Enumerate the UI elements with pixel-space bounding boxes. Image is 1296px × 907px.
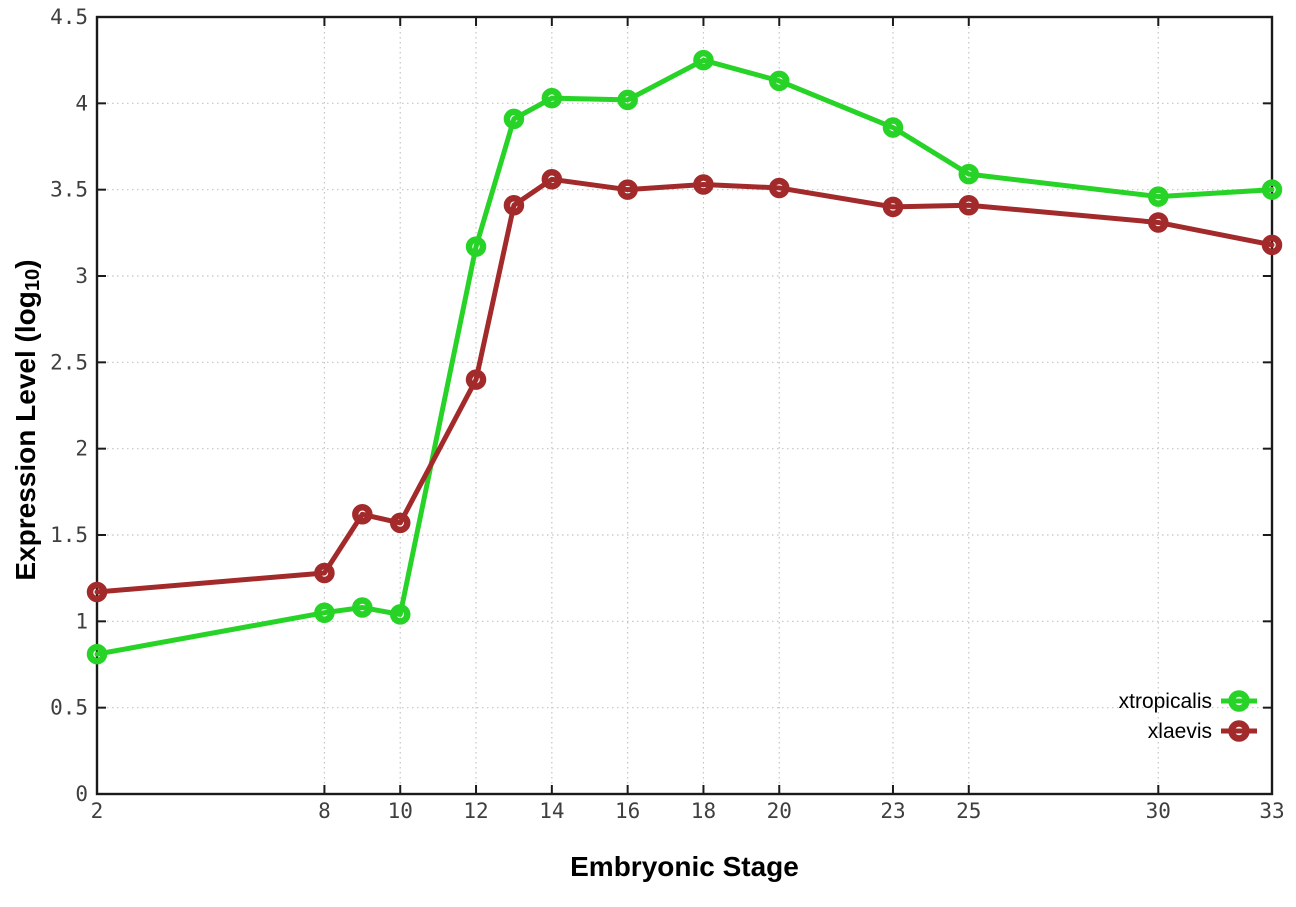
x-tick-label: 16: [615, 799, 640, 823]
data-point-xtropicalis: [314, 602, 335, 623]
tick-labels: 2 8 10 12 14 16 18 20 23 25 30 33 0 0.5 1 1.5 2 2.5 3 3.5 4 4…: [50, 5, 1285, 823]
data-point-xtropicalis: [769, 70, 790, 92]
data-point-xlaevis: [389, 512, 411, 534]
x-tick-label: 30: [1146, 799, 1171, 823]
y-tick-label: 2: [75, 437, 88, 461]
y-tick-label: 1.5: [50, 523, 88, 547]
x-axis-title: Embryonic Stage: [570, 851, 799, 882]
x-tick-label: 25: [956, 799, 981, 823]
data-point-xtropicalis: [503, 108, 525, 130]
plot-border: [95, 15, 1274, 796]
series-xtropicalis: [86, 49, 1283, 665]
y-tick-label: 1: [75, 609, 88, 633]
y-tick-label: 3.5: [50, 178, 88, 202]
y-tick-label: 4.5: [50, 5, 88, 29]
data-point-xlaevis: [352, 504, 373, 525]
gridlines: [97, 17, 1272, 794]
x-tick-label: 2: [91, 799, 104, 823]
y-axis-title: Expression Level (log10): [10, 259, 45, 581]
legend-label-xtropicalis: xtropicalis: [1119, 690, 1212, 713]
data-point-xtropicalis: [617, 89, 638, 111]
data-point-xtropicalis: [1148, 186, 1169, 207]
data-point-xlaevis: [958, 194, 980, 216]
y-tick-label: 0: [75, 782, 88, 806]
x-tick-label: 18: [691, 799, 716, 823]
y-axis-title-text: Expression Level (log: [10, 291, 41, 581]
x-tick-label: 23: [880, 799, 905, 823]
y-axis-title-subscript: 10: [22, 268, 45, 292]
legend-marker-sample: [1228, 690, 1250, 712]
series-xlaevis: [86, 169, 1283, 603]
x-tick-label: 20: [767, 799, 792, 823]
data-point-xtropicalis: [352, 597, 373, 618]
x-tick-label: 8: [318, 799, 331, 823]
legend-marker-sample: [1228, 720, 1250, 742]
data-point-xtropicalis: [465, 236, 487, 257]
data-point-xlaevis: [465, 369, 487, 390]
y-tick-label: 0.5: [50, 696, 88, 720]
legend: xtropicalis xlaevis: [1119, 690, 1257, 743]
data-point-xlaevis: [503, 194, 525, 216]
tick-marks: [96, 16, 1273, 795]
legend-entry-xtropicalis: xtropicalis: [1119, 690, 1257, 713]
data-point-xlaevis: [541, 169, 563, 190]
x-tick-label: 14: [539, 799, 564, 823]
data-point-xtropicalis: [541, 87, 563, 109]
data-point-xtropicalis: [693, 49, 714, 71]
data-point-xtropicalis: [389, 604, 411, 625]
legend-entry-xlaevis: xlaevis: [1148, 720, 1257, 743]
data-point-xlaevis: [882, 196, 904, 218]
data-point-xtropicalis: [86, 643, 108, 665]
x-tick-label: 12: [463, 799, 488, 823]
y-tick-label: 4: [75, 91, 88, 115]
data-point-xlaevis: [86, 581, 108, 603]
y-tick-label: 3: [75, 264, 88, 288]
x-tick-label: 33: [1259, 799, 1284, 823]
data-point-xlaevis: [314, 562, 335, 584]
data-point-xlaevis: [769, 177, 790, 199]
y-tick-label: 2.5: [50, 350, 88, 374]
data-point-xlaevis: [693, 174, 714, 195]
data-point-xtropicalis: [958, 163, 980, 185]
data-point-xlaevis: [617, 179, 638, 200]
legend-label-xlaevis: xlaevis: [1148, 720, 1212, 743]
y-axis-title-close: ): [10, 259, 41, 269]
series-line-xtropicalis: [94, 57, 1275, 657]
data-point-xtropicalis: [882, 117, 904, 138]
data-point-xlaevis: [1148, 212, 1169, 233]
series-line-xlaevis: [94, 176, 1275, 595]
data-point-xtropicalis: [1261, 179, 1283, 200]
data-point-xlaevis: [1261, 234, 1283, 256]
x-tick-label: 10: [388, 799, 413, 823]
